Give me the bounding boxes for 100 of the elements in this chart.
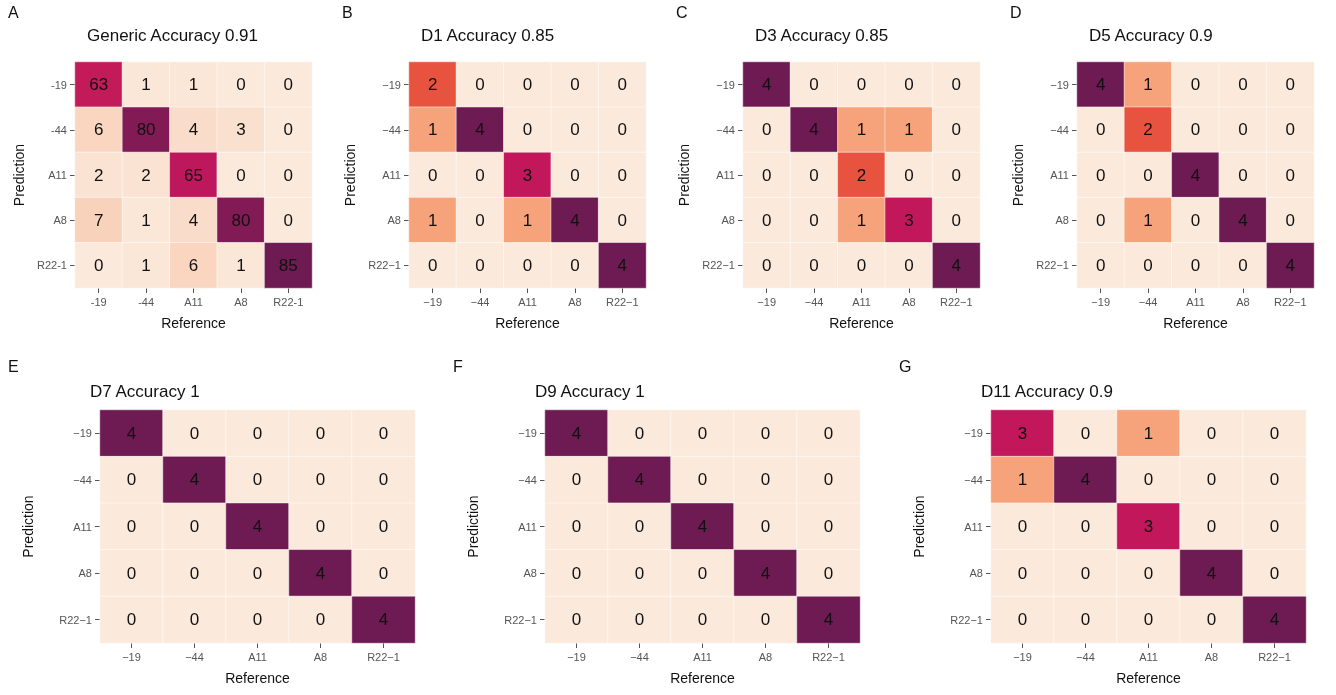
x-tick-label: R22−1 [1257, 650, 1291, 663]
y-tick-label: A11 [518, 520, 538, 533]
chart-title: D1 Accuracy 0.85 [421, 26, 555, 45]
data-label: 0 [824, 423, 834, 443]
x-tick-label: A8 [1204, 650, 1218, 663]
data-label: 0 [1285, 120, 1296, 140]
y-tick-label: −44 [382, 123, 401, 136]
y-tick-label: −44 [73, 473, 92, 486]
y-axis-title: Prediction [910, 495, 927, 558]
data-label: 4 [809, 120, 819, 140]
data-label: 4 [1095, 75, 1106, 95]
x-tick-label: −44 [804, 295, 824, 308]
data-label: 0 [698, 470, 708, 490]
data-label: 0 [1017, 563, 1027, 583]
x-tick-label: −44 [470, 295, 490, 308]
data-label: 0 [1285, 75, 1296, 95]
data-label: 1 [1143, 423, 1153, 443]
data-label: 0 [1080, 423, 1090, 443]
x-tick-label: −19 [567, 650, 587, 663]
y-axis-title: Prediction [20, 495, 36, 558]
data-label: 0 [635, 423, 645, 443]
data-label: 0 [1285, 165, 1296, 185]
data-label: 0 [635, 610, 645, 630]
data-label: 0 [1238, 75, 1248, 95]
y-tick-label: A8 [523, 567, 538, 580]
data-label: 0 [522, 75, 533, 95]
x-tick-label: A8 [313, 650, 328, 663]
y-tick-label: A8 [1055, 214, 1069, 227]
data-label: 4 [1285, 255, 1296, 275]
data-label: 1 [427, 120, 438, 140]
data-label: 1 [188, 75, 199, 95]
data-label: 0 [570, 255, 580, 275]
data-label: 0 [761, 120, 772, 140]
data-label: 0 [378, 563, 389, 583]
y-tick-label: −19 [518, 427, 538, 440]
data-label: 0 [475, 210, 485, 230]
data-label: 4 [188, 210, 199, 230]
data-label: 0 [1190, 210, 1201, 230]
data-label: 0 [951, 210, 962, 230]
data-label: 4 [635, 470, 645, 490]
x-tick-label: A8 [234, 295, 248, 308]
data-label: 0 [1095, 210, 1106, 230]
text: D [1010, 3, 1022, 21]
y-tick-label: A8 [53, 214, 67, 227]
y-tick-label: R22−1 [504, 613, 538, 626]
data-label: 0 [904, 75, 914, 95]
data-label: 63 [89, 75, 109, 95]
data-label: 0 [572, 470, 582, 490]
y-axis-title: Prediction [676, 143, 693, 207]
x-axis-title: Reference [1163, 315, 1229, 331]
x-tick-label: A8 [1236, 295, 1250, 308]
y-axis-title: Prediction [1010, 143, 1027, 207]
data-label: 0 [824, 563, 834, 583]
y-tick-label: -44 [51, 123, 67, 136]
x-axis-title: Reference [495, 315, 561, 331]
text: G [898, 357, 912, 375]
data-label: 0 [283, 120, 294, 140]
x-tick-label: −19 [122, 650, 141, 663]
data-label: 1 [856, 120, 867, 140]
x-tick-label: A8 [759, 650, 773, 663]
data-label: 0 [1269, 517, 1279, 536]
data-label: 0 [315, 517, 326, 536]
data-label: 0 [951, 75, 962, 95]
x-tick-label: A11 [184, 295, 203, 308]
data-label: 0 [809, 165, 819, 185]
data-label: 0 [761, 517, 771, 536]
data-label: 0 [1206, 610, 1216, 630]
data-label: 1 [1143, 210, 1153, 230]
data-label: 4 [252, 517, 263, 536]
data-label: 0 [856, 255, 867, 275]
data-label: 3 [1017, 423, 1027, 443]
data-label: 0 [1095, 165, 1106, 185]
data-label: 0 [1206, 423, 1216, 443]
data-label: 0 [1206, 517, 1216, 536]
chart-title: D3 Accuracy 0.85 [755, 26, 889, 45]
data-label: 3 [236, 120, 246, 140]
data-label: 85 [278, 255, 298, 275]
x-axis-title: Reference [161, 315, 227, 331]
data-label: 0 [475, 165, 485, 185]
data-label: 4 [1080, 470, 1090, 490]
data-label: 0 [126, 517, 137, 536]
y-tick-label: −19 [716, 78, 735, 91]
data-label: 80 [231, 210, 251, 230]
x-axis-title: Reference [670, 670, 736, 686]
data-label: 0 [1017, 517, 1027, 536]
data-label: 0 [1080, 610, 1090, 630]
data-label: 0 [475, 255, 485, 275]
x-tick-label: A11 [1138, 650, 1158, 663]
data-label: 0 [617, 210, 628, 230]
data-label: 0 [617, 75, 628, 95]
chart-title: D5 Accuracy 0.9 [1089, 26, 1213, 45]
data-label: 0 [1238, 120, 1248, 140]
y-tick-label: R22−1 [368, 259, 401, 272]
data-label: 0 [824, 517, 834, 536]
y-tick-label: R22−1 [949, 613, 983, 626]
x-tick-label: A11 [1186, 295, 1205, 308]
data-label: 1 [1017, 470, 1027, 490]
data-label: 2 [1143, 120, 1153, 140]
data-label: 0 [93, 255, 104, 275]
data-label: 0 [1080, 517, 1090, 536]
